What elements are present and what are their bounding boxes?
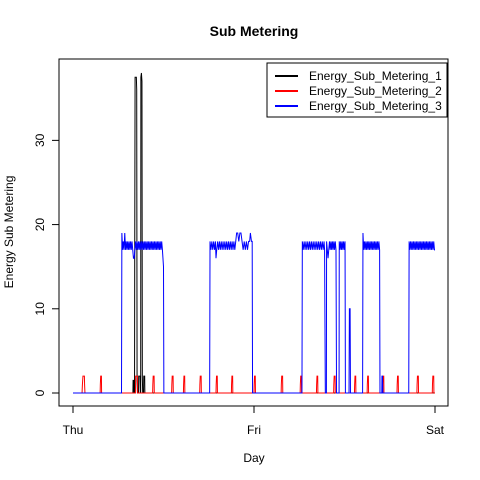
chart-title: Sub Metering [210, 23, 299, 39]
legend-label: Energy_Sub_Metering_1 [309, 69, 442, 83]
plot-lines [73, 72, 435, 394]
series-line-3 [73, 232, 435, 394]
x-axis: Thu Fri Sat [63, 405, 445, 437]
y-tick-label: 10 [33, 302, 47, 316]
legend-label: Energy_Sub_Metering_3 [309, 99, 442, 113]
x-tick-label: Fri [247, 423, 261, 437]
y-axis: 0 10 20 30 [33, 133, 60, 396]
legend: Energy_Sub_Metering_1Energy_Sub_Metering… [266, 62, 448, 118]
y-tick-label: 20 [33, 218, 47, 232]
x-axis-label: Day [243, 451, 264, 465]
y-tick-label: 30 [33, 133, 47, 147]
legend-label: Energy_Sub_Metering_2 [309, 84, 442, 98]
x-tick-label: Sat [426, 423, 445, 437]
y-tick-label: 0 [33, 389, 47, 396]
x-tick-label: Thu [63, 423, 84, 437]
y-axis-label: Energy Sub Metering [2, 176, 16, 289]
